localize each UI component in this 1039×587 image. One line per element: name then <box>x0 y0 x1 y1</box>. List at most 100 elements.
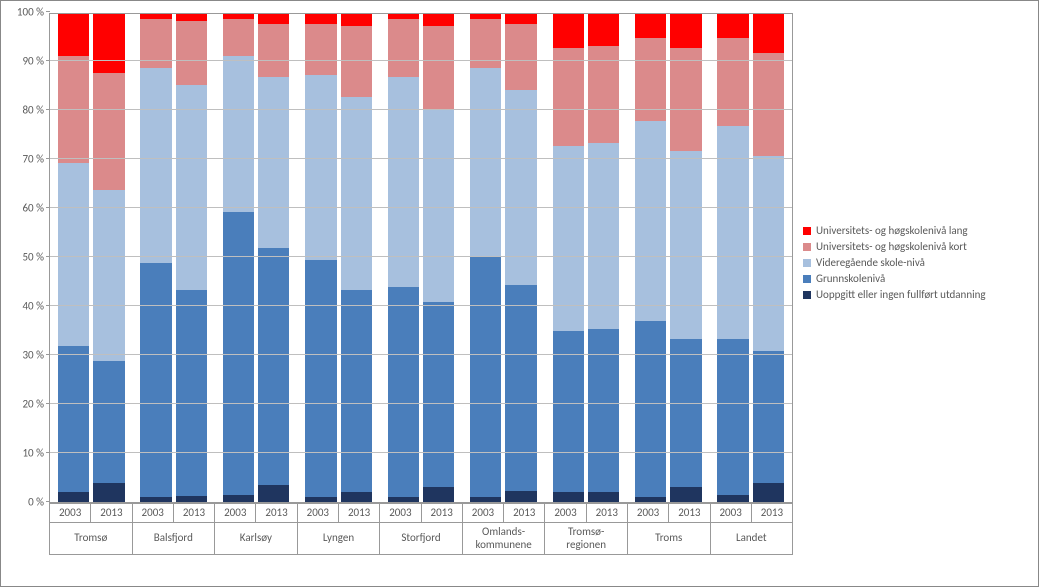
bar-segment <box>223 495 254 502</box>
legend-item: Universitets- og høgskolenivå kort <box>803 240 986 253</box>
bar-segment <box>341 492 372 502</box>
x-year-label: 2013 <box>339 503 380 523</box>
bar-segment <box>305 14 336 24</box>
grid-line <box>50 403 792 404</box>
bar-segment <box>470 68 501 256</box>
bar-segment <box>388 287 419 497</box>
bar-segment <box>717 38 748 126</box>
x-axis-years: 2003201320032013200320132003201320032013… <box>49 503 793 523</box>
bar <box>223 14 254 502</box>
x-year-label: 2003 <box>49 503 91 523</box>
bar-segment <box>58 492 89 502</box>
bar-segment <box>388 497 419 502</box>
legend-swatch <box>803 259 811 267</box>
bar-segment <box>753 483 784 502</box>
x-year-label: 2013 <box>174 503 215 523</box>
bar-segment <box>553 331 584 492</box>
bar-group <box>215 14 297 502</box>
bar-segment <box>140 263 171 497</box>
grid-line <box>50 354 792 355</box>
bar-segment <box>635 121 666 321</box>
bar-segment <box>341 14 372 26</box>
x-year-label: 2003 <box>711 503 752 523</box>
legend-swatch <box>803 227 811 235</box>
bar-segment <box>258 14 289 24</box>
bar-segment <box>58 346 89 492</box>
bar-segment <box>305 497 336 502</box>
bar-group <box>380 14 462 502</box>
bar-segment <box>717 495 748 502</box>
bar-segment <box>470 497 501 502</box>
y-axis-label: 10 % <box>22 447 50 460</box>
bar <box>505 14 536 502</box>
x-group-label: Lyngen <box>298 523 381 555</box>
education-level-chart: 0 %10 %20 %30 %40 %50 %60 %70 %80 %90 %1… <box>0 0 1039 587</box>
bar-segment <box>93 14 124 73</box>
bar <box>588 14 619 502</box>
bar-segment <box>753 156 784 351</box>
bar-segment <box>753 14 784 53</box>
bar-segment <box>258 24 289 78</box>
bar-segment <box>553 492 584 502</box>
y-axis-label: 0 % <box>28 496 50 509</box>
bar <box>553 14 584 502</box>
x-year-label: 2013 <box>752 503 793 523</box>
legend-swatch <box>803 243 811 251</box>
bar-segment <box>670 487 701 502</box>
bar-segment <box>717 339 748 495</box>
bar-segment <box>258 77 289 248</box>
x-year-label: 2003 <box>628 503 669 523</box>
bar-segment <box>423 26 454 109</box>
bars-container <box>50 14 792 502</box>
grid-line <box>50 60 792 61</box>
y-axis-label: 90 % <box>22 55 50 68</box>
legend-label: Universitets- og høgskolenivå kort <box>816 240 967 253</box>
bar-group <box>545 14 627 502</box>
bar <box>305 14 336 502</box>
bar-segment <box>341 26 372 97</box>
bar-group <box>50 14 132 502</box>
bar <box>140 14 171 502</box>
y-axis-label: 80 % <box>22 104 50 117</box>
plot-area: 0 %10 %20 %30 %40 %50 %60 %70 %80 %90 %1… <box>49 13 793 503</box>
bar-segment <box>635 497 666 502</box>
y-axis-label: 50 % <box>22 251 50 264</box>
bar-segment <box>505 285 536 491</box>
bar-segment <box>58 163 89 346</box>
x-year-label: 2003 <box>298 503 339 523</box>
grid-line <box>50 305 792 306</box>
x-year-label: 2003 <box>380 503 421 523</box>
bar-segment <box>670 151 701 339</box>
bar-segment <box>58 14 89 55</box>
legend: Universitets- og høgskolenivå lang Univer… <box>803 221 986 304</box>
bar <box>58 14 89 502</box>
grid-line <box>50 452 792 453</box>
bar-segment <box>223 56 254 212</box>
bar-segment <box>176 290 207 496</box>
x-group-label: Tromsø <box>49 523 133 555</box>
bar-segment <box>717 14 748 38</box>
x-year-label: 2013 <box>669 503 710 523</box>
bar-segment <box>423 487 454 502</box>
bar-segment <box>635 14 666 38</box>
bar <box>635 14 666 502</box>
legend-label: Universitets- og høgskolenivå lang <box>816 224 968 237</box>
bar-group <box>297 14 379 502</box>
bar-group <box>462 14 544 502</box>
bar <box>470 14 501 502</box>
bar <box>753 14 784 502</box>
bar-segment <box>670 48 701 150</box>
x-year-label: 2003 <box>545 503 586 523</box>
bar-segment <box>176 21 207 84</box>
bar <box>341 14 372 502</box>
bar-segment <box>93 361 124 484</box>
bar-segment <box>223 19 254 56</box>
x-year-label: 2003 <box>463 503 504 523</box>
x-axis-groups: TromsøBalsfjordKarlsøyLyngenStorfjordOml… <box>49 523 793 555</box>
grid-line <box>50 109 792 110</box>
bar-segment <box>140 68 171 263</box>
x-group-label: Storfjord <box>380 523 463 555</box>
bar-segment <box>670 14 701 48</box>
bar-segment <box>305 24 336 75</box>
bar-segment <box>588 14 619 46</box>
